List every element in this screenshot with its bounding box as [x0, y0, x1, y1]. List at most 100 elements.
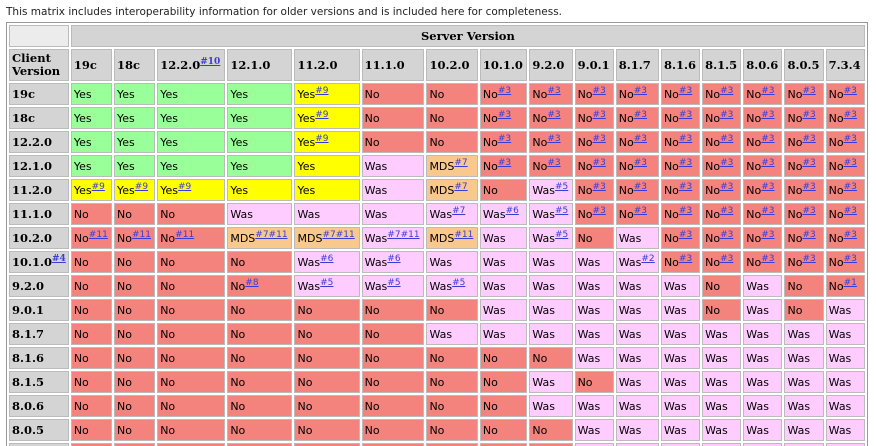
note-link[interactable]: #3	[843, 253, 857, 264]
note-link[interactable]: #3	[678, 205, 693, 216]
cell-text: 19c	[73, 58, 97, 72]
note-link[interactable]: #3	[802, 229, 816, 240]
note-link[interactable]: #3	[802, 157, 816, 168]
note-link[interactable]: #3	[497, 133, 512, 144]
note-link[interactable]: #3	[497, 157, 512, 168]
note-link[interactable]: #3	[633, 85, 647, 96]
note-link[interactable]: #3	[761, 253, 775, 264]
note-link[interactable]: #3	[678, 85, 693, 96]
note-link[interactable]: #1	[843, 277, 857, 288]
cell-text: No	[532, 87, 548, 101]
note-link[interactable]: #7	[454, 181, 468, 192]
note-link[interactable]: #3	[843, 133, 857, 144]
note-link[interactable]: #3	[802, 109, 816, 120]
note-link[interactable]: #9	[315, 133, 329, 144]
note-link[interactable]: #7	[452, 205, 466, 216]
note-link[interactable]: #3	[678, 229, 693, 240]
note-link[interactable]: #9	[315, 109, 329, 120]
note-link[interactable]: #3	[720, 157, 734, 168]
note-link[interactable]: #5	[555, 205, 569, 216]
note-link[interactable]: #3	[843, 157, 857, 168]
note-link[interactable]: #3	[802, 253, 816, 264]
note-link[interactable]: #3	[592, 133, 606, 144]
note-link[interactable]: #3	[547, 109, 561, 120]
note-link[interactable]: #3	[843, 109, 857, 120]
note-link[interactable]: #3	[678, 133, 693, 144]
cell: Was	[529, 299, 573, 321]
note-link[interactable]: #9	[134, 181, 149, 192]
note-link[interactable]: #3	[761, 181, 775, 192]
note-link[interactable]: #3	[497, 109, 512, 120]
note-link[interactable]: #3	[761, 109, 775, 120]
note-link[interactable]: #3	[761, 229, 775, 240]
note-link[interactable]: #3	[678, 253, 693, 264]
note-link[interactable]: #3	[761, 133, 775, 144]
note-link[interactable]: #5	[387, 277, 401, 288]
note-link[interactable]: #3	[678, 181, 693, 192]
note-link[interactable]: #7#11	[255, 229, 288, 240]
note: #3	[593, 181, 606, 192]
note-link[interactable]: #7	[454, 157, 468, 168]
note-link[interactable]: #3	[497, 85, 512, 96]
note-link[interactable]: #5	[555, 229, 569, 240]
note-link[interactable]: #9	[91, 181, 105, 192]
note-link[interactable]: #2	[641, 253, 655, 264]
note-link[interactable]: #7#11	[387, 229, 420, 240]
note: #1	[844, 277, 857, 288]
cell: Was	[660, 395, 701, 417]
note-link[interactable]: #3	[843, 205, 857, 216]
note-link[interactable]: #3	[720, 109, 734, 120]
note-link[interactable]: #3	[592, 85, 606, 96]
note-link[interactable]: #9	[315, 85, 329, 96]
note-link[interactable]: #8	[245, 277, 259, 288]
note-link[interactable]: #3	[802, 133, 816, 144]
note-link[interactable]: #7#11	[322, 229, 355, 240]
note-link[interactable]: #3	[592, 157, 606, 168]
cell-text: Yes	[73, 111, 92, 125]
note-link[interactable]: #10	[200, 57, 221, 68]
note-link[interactable]: #3	[843, 229, 857, 240]
cell-text: No	[230, 399, 246, 413]
note-link[interactable]: #6	[320, 253, 334, 264]
note-link[interactable]: #3	[592, 181, 606, 192]
note-link[interactable]: #5	[555, 181, 569, 192]
note-link[interactable]: #3	[720, 133, 734, 144]
note-link[interactable]: #5	[320, 277, 334, 288]
note-link[interactable]: #3	[843, 181, 857, 192]
cell: No#3	[825, 203, 865, 225]
note-link[interactable]: #3	[720, 229, 734, 240]
note-link[interactable]: #3	[720, 85, 734, 96]
note-link[interactable]: #3	[802, 205, 816, 216]
note-link[interactable]: #6	[505, 205, 519, 216]
note-link[interactable]: #3	[720, 181, 734, 192]
note-link[interactable]: #3	[761, 157, 775, 168]
note-link[interactable]: #11	[454, 229, 474, 240]
note-link[interactable]: #4	[52, 254, 66, 265]
note-link[interactable]: #3	[802, 85, 816, 96]
note-link[interactable]: #3	[802, 181, 816, 192]
note-link[interactable]: #11	[131, 229, 151, 240]
note-link[interactable]: #9	[177, 181, 192, 192]
note-link[interactable]: #3	[720, 253, 734, 264]
note-link[interactable]: #11	[175, 229, 195, 240]
note-link[interactable]: #3	[633, 205, 647, 216]
note-link[interactable]: #6	[387, 253, 401, 264]
note-link[interactable]: #5	[452, 277, 466, 288]
note-link[interactable]: #3	[678, 109, 693, 120]
note-link[interactable]: #3	[592, 109, 606, 120]
note-link[interactable]: #3	[761, 205, 775, 216]
note-link[interactable]: #3	[547, 133, 561, 144]
note-link[interactable]: #3	[592, 205, 606, 216]
note-link[interactable]: #3	[547, 85, 561, 96]
note-link[interactable]: #3	[720, 205, 734, 216]
note-link[interactable]: #11	[88, 229, 108, 240]
note-link[interactable]: #3	[547, 157, 561, 168]
note-link[interactable]: #3	[678, 157, 693, 168]
note-link[interactable]: #3	[633, 109, 647, 120]
note-link[interactable]: #3	[633, 157, 647, 168]
note-link[interactable]: #3	[633, 133, 647, 144]
cell: Was#2	[615, 251, 659, 273]
note-link[interactable]: #3	[843, 85, 857, 96]
note-link[interactable]: #3	[633, 181, 647, 192]
note-link[interactable]: #3	[761, 85, 775, 96]
